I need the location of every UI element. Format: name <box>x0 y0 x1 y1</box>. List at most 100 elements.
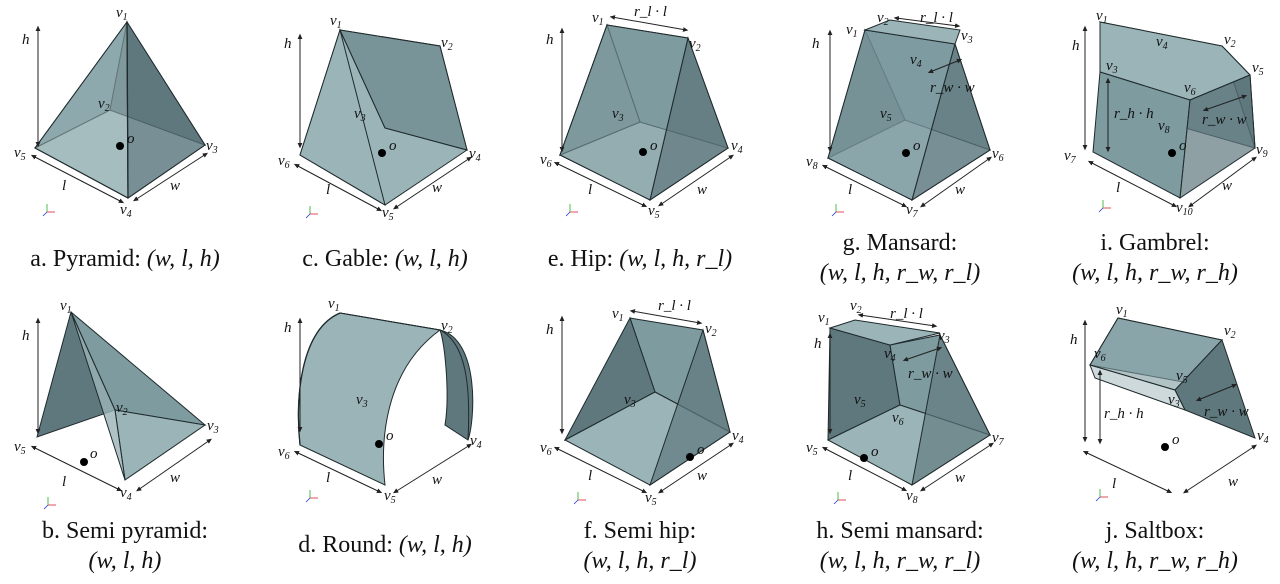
svg-text:v5: v5 <box>14 439 26 457</box>
svg-text:o: o <box>913 138 921 154</box>
axis-triad-icon <box>42 204 55 217</box>
symbol-rw-w: r_w · w <box>930 80 975 96</box>
svg-text:v1: v1 <box>328 296 340 314</box>
svg-text:h: h <box>1072 38 1080 54</box>
svg-text:l: l <box>326 470 330 486</box>
svg-text:v1: v1 <box>846 22 858 40</box>
svg-text:w: w <box>1228 474 1238 490</box>
panel-e-hip: v1 v2 v3 v4 v5 v6 r_l · l o h l w <box>540 4 743 221</box>
svg-text:v3: v3 <box>624 392 636 410</box>
panel-h-semi-mansard: v1 v2 v3 v4 v5 v6 v7 v8 v5 r_l · l r_w ·… <box>806 298 1005 506</box>
svg-text:v8: v8 <box>906 488 918 506</box>
svg-text:v8: v8 <box>806 154 818 172</box>
symbol-l: l <box>62 178 66 194</box>
svg-text:o: o <box>90 446 98 462</box>
axis-triad-icon <box>305 206 318 219</box>
svg-text:h: h <box>284 36 292 52</box>
svg-text:l: l <box>1116 180 1120 196</box>
svg-text:r_w · w: r_w · w <box>1202 112 1247 128</box>
svg-text:o: o <box>1172 432 1180 448</box>
panel-a-pyramid: v1 v2 v3 v4 v5 o h l w <box>14 5 218 220</box>
svg-text:v6: v6 <box>1184 80 1196 98</box>
svg-text:r_h · h: r_h · h <box>1104 406 1144 422</box>
svg-text:h: h <box>284 320 292 336</box>
svg-text:v1: v1 <box>116 5 128 23</box>
svg-text:v4: v4 <box>910 52 922 70</box>
symbol-rl-l: r_l · l <box>634 4 667 20</box>
panel-i-gambrel: v1 v2 v3 v4 v5 v6 v7 v8 v9 v10 r_h · h r… <box>1064 8 1268 218</box>
svg-text:v2: v2 <box>1224 323 1236 341</box>
svg-text:o: o <box>871 444 879 460</box>
svg-text:v5: v5 <box>382 205 394 223</box>
axis-triad-icon <box>573 492 586 505</box>
symbol-w: w <box>170 178 180 194</box>
svg-text:r_l · l: r_l · l <box>658 298 691 314</box>
caption-a: a. Pyramid: (w, l, h) <box>30 246 220 272</box>
svg-text:v2: v2 <box>689 36 701 54</box>
svg-text:v5: v5 <box>854 392 866 410</box>
svg-text:o: o <box>386 428 394 444</box>
svg-text:r_l · l: r_l · l <box>890 306 923 322</box>
svg-text:v6: v6 <box>992 146 1004 164</box>
svg-text:v1: v1 <box>612 306 624 324</box>
svg-text:v4: v4 <box>470 433 482 451</box>
caption-h: h. Semi mansard: (w, l, h, r_w, r_l) <box>816 518 984 574</box>
axis-triad-icon <box>1095 489 1108 502</box>
svg-text:h: h <box>814 336 822 352</box>
svg-text:o: o <box>1179 138 1187 154</box>
svg-text:v1: v1 <box>330 13 342 31</box>
svg-text:v4: v4 <box>732 428 744 446</box>
svg-text:v2: v2 <box>98 96 110 114</box>
svg-text:v1: v1 <box>60 298 72 316</box>
symbol-o: o <box>127 131 135 147</box>
panel-d-round: v1 v2 v3 v4 v5 v6 o h l w <box>278 296 482 506</box>
caption-e: e. Hip: (w, l, h, r_l) <box>547 246 733 272</box>
svg-text:v4: v4 <box>1156 34 1168 52</box>
svg-text:v3: v3 <box>1106 58 1118 76</box>
svg-text:v3: v3 <box>354 106 366 124</box>
svg-text:v1: v1 <box>592 10 604 28</box>
panel-c-gable: v1 v2 v3 v4 v5 v6 o h l w <box>278 13 481 223</box>
svg-text:v2: v2 <box>441 35 453 53</box>
caption-f: f. Semi hip: (w, l, h, r_l) <box>583 518 697 574</box>
svg-text:h: h <box>546 32 554 48</box>
svg-text:v3: v3 <box>938 328 950 346</box>
svg-text:v2: v2 <box>850 298 862 316</box>
panel-b-semi-pyramid: v1 v2 v3 v4 v5 o h l w <box>14 298 219 510</box>
svg-text:v1: v1 <box>818 310 830 328</box>
svg-text:w: w <box>697 468 707 484</box>
axis-triad-icon <box>43 497 56 510</box>
svg-text:v2: v2 <box>441 318 453 336</box>
svg-text:v6: v6 <box>278 444 290 462</box>
svg-text:v7: v7 <box>992 430 1005 448</box>
svg-text:w: w <box>955 470 965 486</box>
svg-text:v3: v3 <box>612 106 624 124</box>
svg-text:v5: v5 <box>806 440 818 458</box>
svg-text:v9: v9 <box>1256 142 1268 160</box>
svg-text:v10: v10 <box>1176 200 1193 218</box>
svg-text:h: h <box>546 322 554 338</box>
svg-text:v5: v5 <box>1252 60 1264 78</box>
panel-g-mansard: v1 v2 v3 v4 v5 v6 v7 v8 r_l · l r_w · w … <box>806 10 1004 220</box>
svg-text:v4: v4 <box>1257 428 1269 446</box>
svg-text:v3: v3 <box>1168 392 1180 410</box>
svg-text:v2: v2 <box>1224 32 1236 50</box>
axis-triad-icon <box>1098 200 1111 213</box>
panel-j-saltbox: v1 v2 v3 v4 v5 v6 r_h · h r_w · w o h l … <box>1070 302 1269 502</box>
caption-j: j. Saltbox: (w, l, h, r_w, r_h) <box>1072 518 1238 574</box>
svg-text:l: l <box>588 182 592 198</box>
svg-text:w: w <box>432 180 442 196</box>
svg-text:v3: v3 <box>206 138 218 156</box>
svg-text:v6: v6 <box>278 153 290 171</box>
svg-text:v3: v3 <box>961 28 973 46</box>
panel-f-semi-hip: v1 v2 v3 v4 v5 v6 r_l · l o h l w <box>540 298 744 508</box>
svg-text:v3: v3 <box>356 392 368 410</box>
svg-text:w: w <box>170 470 180 486</box>
svg-text:l: l <box>62 474 66 490</box>
svg-text:v7: v7 <box>1064 148 1077 166</box>
svg-text:v6: v6 <box>1094 346 1106 364</box>
svg-text:w: w <box>432 472 442 488</box>
svg-text:v6: v6 <box>540 440 552 458</box>
svg-text:v5: v5 <box>384 488 396 506</box>
caption-g: g. Mansard: (w, l, h, r_w, r_l) <box>819 230 981 286</box>
